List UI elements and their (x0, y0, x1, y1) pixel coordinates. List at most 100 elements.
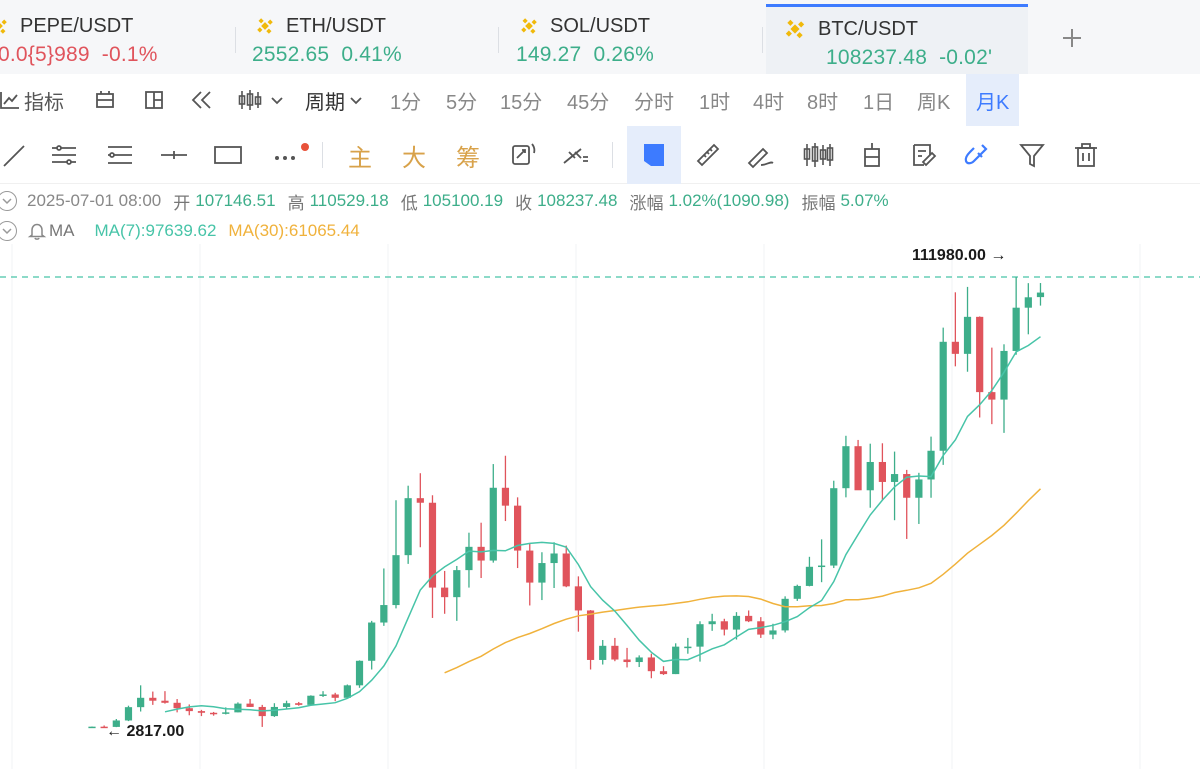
interval-weekly[interactable]: 周K (917, 91, 951, 114)
candle-body (854, 446, 862, 491)
min-price-label: 2817.00 (126, 723, 185, 740)
indicator-button[interactable]: 指标 (0, 74, 64, 126)
candle-body (404, 498, 412, 556)
candle-body (963, 316, 972, 354)
candle-body (672, 646, 680, 675)
candle-body (137, 697, 145, 708)
candle-body (538, 563, 546, 583)
low-label: 低 (400, 193, 418, 213)
chip-distribution-toggle[interactable]: 筹 (456, 144, 480, 172)
tab-divider (498, 27, 499, 53)
rectangle-tool[interactable] (208, 126, 248, 184)
main-chart-toggle[interactable]: 主 (348, 144, 372, 172)
candle-body (416, 498, 424, 503)
ticker-tab-bar: PEPE/USDT 0.0{5}989 -0.1% ETH/USDT 2552.… (0, 0, 1200, 74)
candle-body (720, 621, 728, 630)
collapse-ma-button[interactable] (0, 221, 17, 241)
candle-body (599, 645, 607, 660)
drawing-toolbar: 主 大 筹 (0, 126, 1200, 184)
interval-1h[interactable]: 1时 (699, 91, 731, 114)
brush-icon (747, 147, 774, 169)
candle-body (805, 566, 814, 586)
tab-btc-usdt[interactable]: BTC/USDT 108237.48 -0.02' (766, 4, 1028, 74)
ma7-line (164, 336, 1041, 713)
candle-body (331, 694, 339, 698)
arrow-right-icon: → (990, 247, 1007, 264)
period-label: 周期 (305, 91, 345, 114)
fib-tool[interactable] (100, 126, 140, 184)
filter-button[interactable] (1012, 126, 1052, 184)
candle-body (781, 598, 789, 631)
binance-coin-icon (257, 18, 273, 34)
candle-body (927, 450, 935, 480)
parallel-channel-tool[interactable] (44, 126, 84, 184)
chart-toolbar: 指标 周期 1分 5分 15分 45分 分时 1时 4时 8时 1日 周K 月K (0, 74, 1200, 126)
chevron-down-icon (271, 97, 283, 105)
amplitude-value: 5.07% (840, 191, 889, 210)
candle-body (939, 341, 947, 451)
interval-4h[interactable]: 4时 (753, 91, 785, 114)
pattern-tool[interactable] (796, 126, 840, 184)
interval-45m[interactable]: 45分 (567, 91, 610, 114)
interval-monthly[interactable]: 月K (966, 74, 1020, 126)
more-tools-button[interactable] (264, 126, 314, 184)
tab-symbol: SOL/USDT (550, 14, 651, 37)
ma7-value: MA(7):97639.62 (94, 221, 217, 240)
horizontal-line-tool[interactable] (154, 126, 194, 184)
magnet-tool[interactable] (956, 126, 996, 184)
split-view-button[interactable] (143, 74, 165, 126)
interval-5m[interactable]: 5分 (446, 91, 478, 114)
candle-body (112, 720, 120, 727)
large-order-toggle[interactable]: 大 (402, 144, 426, 172)
interval-15m[interactable]: 15分 (500, 91, 543, 114)
candle-body (659, 671, 668, 675)
candle-body (684, 646, 692, 649)
position-tool[interactable] (852, 126, 892, 184)
layout-icon (96, 91, 114, 108)
candle-body (550, 553, 558, 564)
tab-sol-usdt[interactable]: SOL/USDT 149.27 0.26% (516, 4, 761, 74)
candle-body (903, 474, 911, 498)
candle-body (270, 706, 278, 717)
note-tool[interactable] (904, 126, 944, 184)
candle-body (1012, 307, 1020, 351)
candle-body (951, 341, 959, 354)
candle-body (489, 487, 497, 561)
add-tab-button[interactable] (1058, 24, 1086, 52)
candle-body (623, 659, 631, 663)
interval-1m[interactable]: 1分 (390, 91, 422, 114)
indicator-icon (0, 92, 19, 109)
delete-drawings-button[interactable] (1066, 126, 1106, 184)
candle-body (428, 502, 437, 588)
chart-type-dropdown[interactable] (238, 74, 284, 126)
candle-body (210, 712, 218, 715)
trend-line-tool[interactable] (0, 126, 30, 184)
collapse-ohlc-button[interactable] (0, 191, 17, 211)
sync-drawing-button[interactable] (502, 126, 542, 184)
hide-drawings-button[interactable] (556, 126, 596, 184)
max-price-label: 111980.00 (912, 247, 986, 264)
candle-body (441, 587, 449, 598)
brush-tool[interactable] (740, 126, 780, 184)
trash-icon (1075, 143, 1097, 167)
replay-button[interactable] (190, 74, 214, 126)
magnet-mode-button[interactable] (627, 126, 681, 184)
period-dropdown[interactable]: 周期 (305, 74, 363, 126)
hide-drawings-icon (563, 148, 588, 164)
tab-price: 0.0{5}989 (0, 43, 90, 66)
interval-timeline[interactable]: 分时 (634, 91, 674, 114)
fibonacci-icon (108, 146, 132, 164)
candle-body (878, 461, 886, 482)
interval-8h[interactable]: 8时 (807, 91, 839, 114)
candle-body (562, 553, 570, 587)
interval-1d[interactable]: 1日 (863, 91, 895, 114)
tab-pepe-usdt[interactable]: PEPE/USDT 0.0{5}989 -0.1% (0, 4, 232, 74)
candlestick-chart[interactable] (0, 244, 1200, 769)
candle-body (818, 565, 826, 568)
position-icon (864, 143, 880, 167)
bell-icon[interactable] (27, 221, 47, 241)
tab-eth-usdt[interactable]: ETH/USDT 2552.65 0.41% (252, 4, 497, 74)
rectangle-icon (214, 146, 242, 164)
ruler-tool[interactable] (688, 126, 728, 184)
layout-button[interactable] (94, 74, 116, 126)
